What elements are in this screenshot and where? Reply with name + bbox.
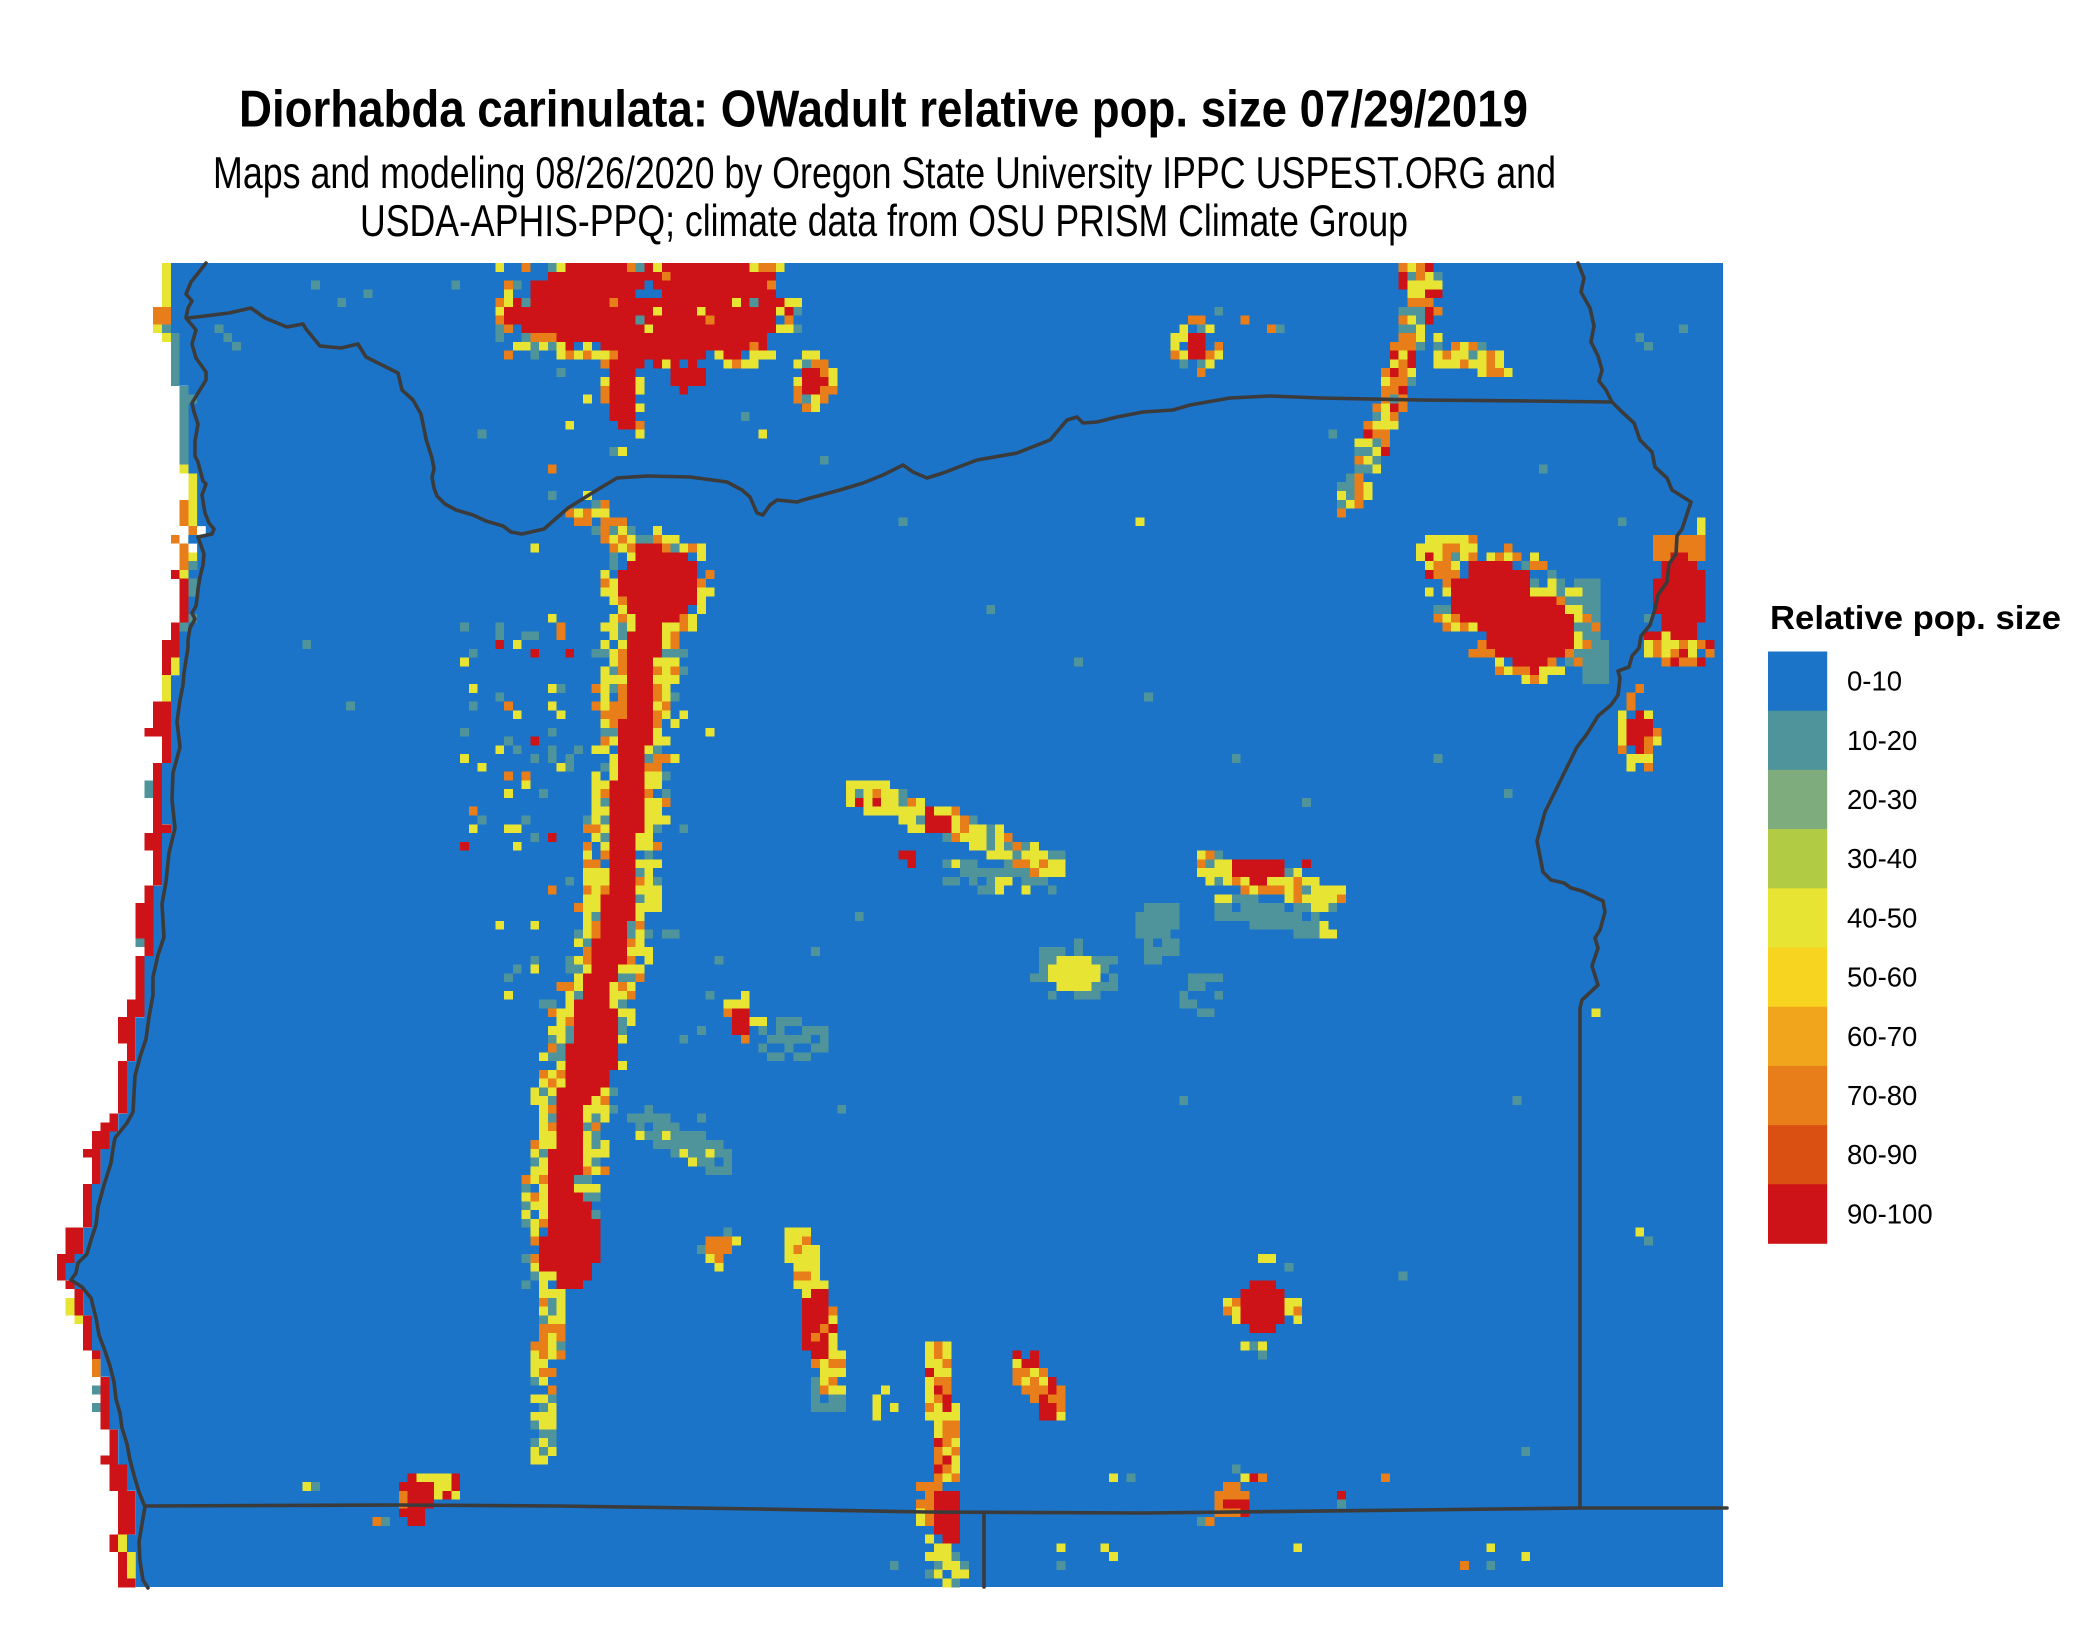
svg-text:10-20: 10-20: [1847, 725, 1917, 756]
svg-text:50-60: 50-60: [1847, 962, 1917, 993]
svg-text:Relative pop. size: Relative pop. size: [1770, 599, 2061, 636]
svg-text:60-70: 60-70: [1847, 1021, 1917, 1052]
svg-text:70-80: 70-80: [1847, 1080, 1917, 1111]
svg-text:Maps and modeling 08/26/2020 b: Maps and modeling 08/26/2020 by Oregon S…: [213, 149, 1556, 198]
svg-text:USDA-APHIS-PPQ; climate data f: USDA-APHIS-PPQ; climate data from OSU PR…: [360, 197, 1408, 246]
svg-text:30-40: 30-40: [1847, 843, 1917, 874]
svg-text:90-100: 90-100: [1847, 1198, 1933, 1229]
svg-text:40-50: 40-50: [1847, 902, 1917, 933]
svg-text:Diorhabda carinulata: OWadult: Diorhabda carinulata: OWadult relative p…: [239, 81, 1528, 139]
svg-text:20-30: 20-30: [1847, 784, 1917, 815]
svg-text:80-90: 80-90: [1847, 1139, 1917, 1170]
svg-text:0-10: 0-10: [1847, 666, 1902, 697]
